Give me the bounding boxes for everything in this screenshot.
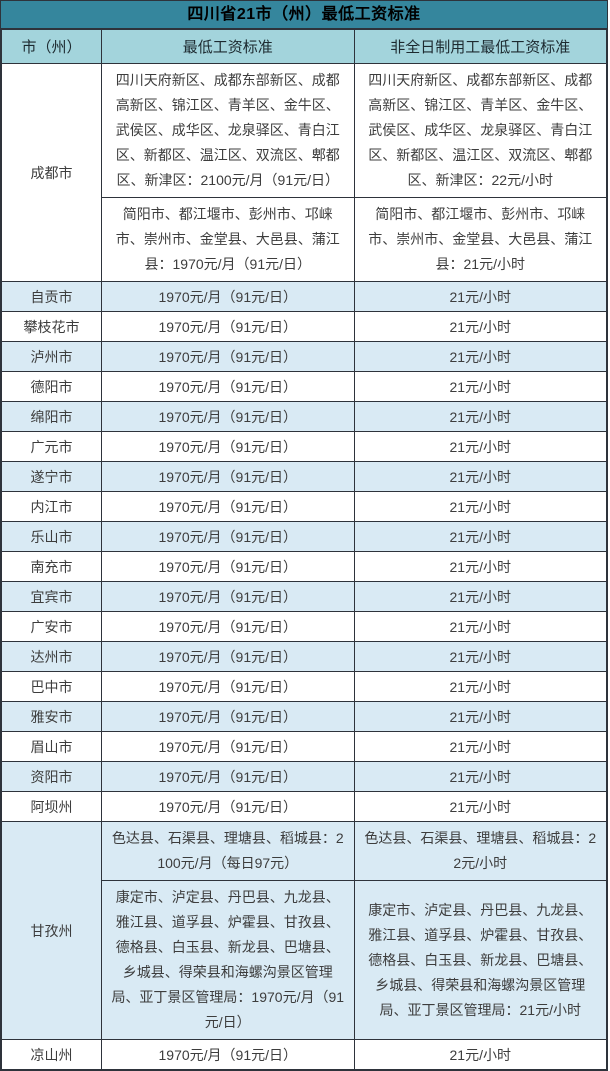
city-cell: 宜宾市: [1, 581, 102, 612]
table-row: 宜宾市 1970元/月（91元/日） 21元/小时: [1, 581, 607, 612]
city-cell: 资阳市: [1, 761, 102, 792]
min-wage-cell: 1970元/月（91元/日）: [101, 551, 355, 582]
table-row: 泸州市 1970元/月（91元/日） 21元/小时: [1, 341, 607, 372]
min-wage-cell: 色达县、石渠县、理塘县、稻城县：2100元/月（每日97元）: [101, 821, 355, 881]
part-time-wage-cell: 简阳市、都江堰市、彭州市、邛崃市、崇州市、金堂县、大邑县、蒲江县：21元/小时: [353, 197, 607, 282]
part-time-wage-cell: 21元/小时: [353, 401, 607, 432]
wage-table: 市（州） 最低工资标准 非全日制用工最低工资标准 成都市 四川天府新区、成都东部新区、…: [1, 29, 607, 1070]
table-row: 眉山市 1970元/月（91元/日） 21元/小时: [1, 731, 607, 762]
table-row: 成都市 四川天府新区、成都东部新区、成都高新区、锦江区、青羊区、金牛区、武侯区、成…: [1, 63, 607, 282]
part-time-wage-cell: 21元/小时: [353, 491, 607, 522]
part-time-wage-cell: 21元/小时: [353, 671, 607, 702]
min-wage-cell: 1970元/月（91元/日）: [101, 281, 355, 312]
city-cell: 南充市: [1, 551, 102, 582]
city-cell: 甘孜州: [1, 821, 102, 1040]
city-cell: 德阳市: [1, 371, 102, 402]
part-time-wage-cell: 21元/小时: [353, 731, 607, 762]
part-time-wage-cell: 21元/小时: [353, 701, 607, 732]
min-wage-cell: 1970元/月（91元/日）: [101, 1039, 355, 1070]
part-time-wage-cell: 色达县、石渠县、理塘县、稻城县：22元/小时: [353, 821, 607, 881]
min-wage-cell: 1970元/月（91元/日）: [101, 491, 355, 522]
min-wage-cell: 1970元/月（91元/日）: [101, 341, 355, 372]
header-row: 市（州） 最低工资标准 非全日制用工最低工资标准: [1, 29, 607, 64]
part-time-wage-cell: 21元/小时: [353, 461, 607, 492]
min-wage-cell: 1970元/月（91元/日）: [101, 611, 355, 642]
city-cell: 自贡市: [1, 281, 102, 312]
city-cell: 攀枝花市: [1, 311, 102, 342]
column-header-min_wage: 最低工资标准: [101, 29, 355, 64]
part-time-wage-cell: 21元/小时: [353, 431, 607, 462]
city-cell: 成都市: [1, 63, 102, 282]
min-wage-cell: 康定市、泸定县、丹巴县、九龙县、雅江县、道孚县、炉霍县、甘孜县、德格县、白玉县、…: [101, 880, 355, 1040]
min-wage-cell: 1970元/月（91元/日）: [101, 731, 355, 762]
part-time-wage-cell: 21元/小时: [353, 581, 607, 612]
part-time-wage-cell: 21元/小时: [353, 551, 607, 582]
column-header-part_time: 非全日制用工最低工资标准: [353, 29, 607, 64]
part-time-wage-cell: 21元/小时: [353, 791, 607, 822]
min-wage-cell: 1970元/月（91元/日）: [101, 371, 355, 402]
part-time-wage-cell: 21元/小时: [353, 641, 607, 672]
min-wage-cell: 1970元/月（91元/日）: [101, 461, 355, 492]
min-wage-cell: 1970元/月（91元/日）: [101, 401, 355, 432]
table-row: 巴中市 1970元/月（91元/日） 21元/小时: [1, 671, 607, 702]
table-row: 遂宁市 1970元/月（91元/日） 21元/小时: [1, 461, 607, 492]
city-cell: 凉山州: [1, 1039, 102, 1070]
city-cell: 内江市: [1, 491, 102, 522]
table-body: 成都市 四川天府新区、成都东部新区、成都高新区、锦江区、青羊区、金牛区、武侯区、成…: [1, 63, 607, 1070]
table-row: 南充市 1970元/月（91元/日） 21元/小时: [1, 551, 607, 582]
part-time-wage-cell: 21元/小时: [353, 521, 607, 552]
city-cell: 雅安市: [1, 701, 102, 732]
city-cell: 阿坝州: [1, 791, 102, 822]
min-wage-cell: 1970元/月（91元/日）: [101, 761, 355, 792]
part-time-wage-cell: 21元/小时: [353, 281, 607, 312]
table-row: 达州市 1970元/月（91元/日） 21元/小时: [1, 641, 607, 672]
table-header: 市（州） 最低工资标准 非全日制用工最低工资标准: [1, 29, 607, 64]
city-cell: 眉山市: [1, 731, 102, 762]
city-cell: 广安市: [1, 611, 102, 642]
min-wage-cell: 四川天府新区、成都东部新区、成都高新区、锦江区、青羊区、金牛区、武侯区、成华区、…: [101, 63, 355, 198]
city-cell: 达州市: [1, 641, 102, 672]
table-row: 阿坝州 1970元/月（91元/日） 21元/小时: [1, 791, 607, 822]
table-row: 德阳市 1970元/月（91元/日） 21元/小时: [1, 371, 607, 402]
min-wage-cell: 1970元/月（91元/日）: [101, 791, 355, 822]
table-row: 内江市 1970元/月（91元/日） 21元/小时: [1, 491, 607, 522]
min-wage-cell: 1970元/月（91元/日）: [101, 311, 355, 342]
city-cell: 巴中市: [1, 671, 102, 702]
part-time-wage-cell: 21元/小时: [353, 371, 607, 402]
min-wage-cell: 1970元/月（91元/日）: [101, 671, 355, 702]
min-wage-cell: 1970元/月（91元/日）: [101, 431, 355, 462]
min-wage-cell: 1970元/月（91元/日）: [101, 581, 355, 612]
min-wage-cell: 简阳市、都江堰市、彭州市、邛崃市、崇州市、金堂县、大邑县、蒲江县：1970元/月…: [101, 197, 355, 282]
part-time-wage-cell: 21元/小时: [353, 1039, 607, 1070]
part-time-wage-cell: 四川天府新区、成都东部新区、成都高新区、锦江区、青羊区、金牛区、武侯区、成华区、…: [353, 63, 607, 198]
table-row: 甘孜州 色达县、石渠县、理塘县、稻城县：2100元/月（每日97元） 色达县、石渠县…: [1, 821, 607, 1040]
table-row: 绵阳市 1970元/月（91元/日） 21元/小时: [1, 401, 607, 432]
table-row: 自贡市 1970元/月（91元/日） 21元/小时: [1, 281, 607, 312]
city-cell: 泸州市: [1, 341, 102, 372]
table-row: 资阳市 1970元/月（91元/日） 21元/小时: [1, 761, 607, 792]
table-row: 攀枝花市 1970元/月（91元/日） 21元/小时: [1, 311, 607, 342]
table-row: 广元市 1970元/月（91元/日） 21元/小时: [1, 431, 607, 462]
part-time-wage-cell: 21元/小时: [353, 311, 607, 342]
table-row: 凉山州 1970元/月（91元/日） 21元/小时: [1, 1039, 607, 1070]
column-header-city: 市（州）: [1, 29, 102, 64]
min-wage-cell: 1970元/月（91元/日）: [101, 521, 355, 552]
min-wage-cell: 1970元/月（91元/日）: [101, 641, 355, 672]
city-cell: 广元市: [1, 431, 102, 462]
city-cell: 乐山市: [1, 521, 102, 552]
table-row: 乐山市 1970元/月（91元/日） 21元/小时: [1, 521, 607, 552]
min-wage-cell: 1970元/月（91元/日）: [101, 701, 355, 732]
part-time-wage-cell: 21元/小时: [353, 611, 607, 642]
city-cell: 遂宁市: [1, 461, 102, 492]
part-time-wage-cell: 21元/小时: [353, 761, 607, 792]
table-row: 雅安市 1970元/月（91元/日） 21元/小时: [1, 701, 607, 732]
page-title: 四川省21市（州）最低工资标准: [1, 1, 607, 29]
part-time-wage-cell: 康定市、泸定县、丹巴县、九龙县、雅江县、道孚县、炉霍县、甘孜县、德格县、白玉县、…: [353, 880, 607, 1040]
part-time-wage-cell: 21元/小时: [353, 341, 607, 372]
city-cell: 绵阳市: [1, 401, 102, 432]
table-row: 简阳市、都江堰市、彭州市、邛崃市、崇州市、金堂县、大邑县、蒲江县：1970元/月…: [2, 197, 607, 282]
table-row: 广安市 1970元/月（91元/日） 21元/小时: [1, 611, 607, 642]
